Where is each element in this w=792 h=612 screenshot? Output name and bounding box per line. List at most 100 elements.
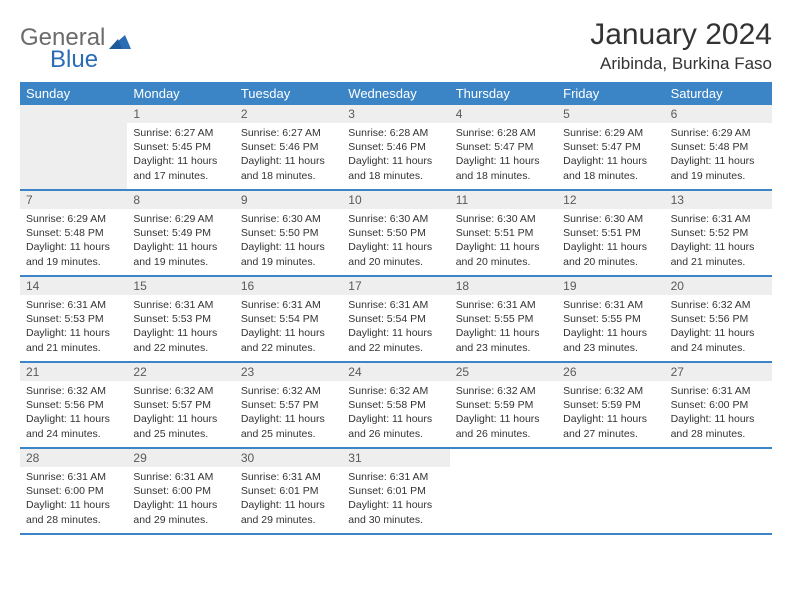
day-cell: 24Sunrise: 6:32 AMSunset: 5:58 PMDayligh…: [342, 363, 449, 447]
day-number: 18: [450, 277, 557, 295]
logo: GeneralBlue: [20, 24, 131, 74]
day-cell: 2Sunrise: 6:27 AMSunset: 5:46 PMDaylight…: [235, 105, 342, 189]
day-cell: 3Sunrise: 6:28 AMSunset: 5:46 PMDaylight…: [342, 105, 449, 189]
sunrise-line: Sunrise: 6:30 AM: [348, 212, 443, 226]
sunset-line: Sunset: 5:59 PM: [563, 398, 658, 412]
daylight-line: Daylight: 11 hours and 23 minutes.: [456, 326, 551, 354]
sunset-line: Sunset: 6:01 PM: [241, 484, 336, 498]
week-row: 14Sunrise: 6:31 AMSunset: 5:53 PMDayligh…: [20, 277, 772, 363]
day-number: 5: [557, 105, 664, 123]
daylight-line: Daylight: 11 hours and 29 minutes.: [241, 498, 336, 526]
day-details: Sunrise: 6:28 AMSunset: 5:46 PMDaylight:…: [342, 123, 449, 189]
sunrise-line: Sunrise: 6:32 AM: [241, 384, 336, 398]
daylight-line: Daylight: 11 hours and 22 minutes.: [241, 326, 336, 354]
daylight-line: Daylight: 11 hours and 18 minutes.: [563, 154, 658, 182]
day-number: 3: [342, 105, 449, 123]
sunrise-line: Sunrise: 6:31 AM: [348, 298, 443, 312]
day-number: 26: [557, 363, 664, 381]
day-cell: 15Sunrise: 6:31 AMSunset: 5:53 PMDayligh…: [127, 277, 234, 361]
day-details: Sunrise: 6:31 AMSunset: 6:01 PMDaylight:…: [342, 467, 449, 533]
day-number: 12: [557, 191, 664, 209]
day-number: 21: [20, 363, 127, 381]
daylight-line: Daylight: 11 hours and 24 minutes.: [26, 412, 121, 440]
daylight-line: Daylight: 11 hours and 30 minutes.: [348, 498, 443, 526]
sunrise-line: Sunrise: 6:32 AM: [563, 384, 658, 398]
sunset-line: Sunset: 5:56 PM: [671, 312, 766, 326]
day-number: 13: [665, 191, 772, 209]
daylight-line: Daylight: 11 hours and 19 minutes.: [671, 154, 766, 182]
sunset-line: Sunset: 5:51 PM: [456, 226, 551, 240]
weeks-container: 1Sunrise: 6:27 AMSunset: 5:45 PMDaylight…: [20, 105, 772, 535]
daylight-line: Daylight: 11 hours and 22 minutes.: [348, 326, 443, 354]
day-cell: 1Sunrise: 6:27 AMSunset: 5:45 PMDaylight…: [127, 105, 234, 189]
daylight-line: Daylight: 11 hours and 24 minutes.: [671, 326, 766, 354]
daylight-line: Daylight: 11 hours and 28 minutes.: [26, 498, 121, 526]
day-number: 29: [127, 449, 234, 467]
daylight-line: Daylight: 11 hours and 25 minutes.: [241, 412, 336, 440]
daylight-line: Daylight: 11 hours and 22 minutes.: [133, 326, 228, 354]
sunset-line: Sunset: 5:56 PM: [26, 398, 121, 412]
day-details: Sunrise: 6:31 AMSunset: 5:54 PMDaylight:…: [235, 295, 342, 361]
dayname-tue: Tuesday: [235, 82, 342, 105]
day-cell: 10Sunrise: 6:30 AMSunset: 5:50 PMDayligh…: [342, 191, 449, 275]
day-cell: 27Sunrise: 6:31 AMSunset: 6:00 PMDayligh…: [665, 363, 772, 447]
day-details: Sunrise: 6:32 AMSunset: 5:56 PMDaylight:…: [665, 295, 772, 361]
sunset-line: Sunset: 6:00 PM: [133, 484, 228, 498]
day-number: 9: [235, 191, 342, 209]
day-number: 15: [127, 277, 234, 295]
day-number: 7: [20, 191, 127, 209]
day-details: Sunrise: 6:31 AMSunset: 6:01 PMDaylight:…: [235, 467, 342, 533]
day-details: Sunrise: 6:31 AMSunset: 5:54 PMDaylight:…: [342, 295, 449, 361]
sunset-line: Sunset: 5:46 PM: [348, 140, 443, 154]
day-details: Sunrise: 6:28 AMSunset: 5:47 PMDaylight:…: [450, 123, 557, 189]
sunset-line: Sunset: 5:52 PM: [671, 226, 766, 240]
day-details: Sunrise: 6:32 AMSunset: 5:59 PMDaylight:…: [557, 381, 664, 447]
sunrise-line: Sunrise: 6:31 AM: [671, 212, 766, 226]
day-cell: 7Sunrise: 6:29 AMSunset: 5:48 PMDaylight…: [20, 191, 127, 275]
day-number: 24: [342, 363, 449, 381]
daylight-line: Daylight: 11 hours and 25 minutes.: [133, 412, 228, 440]
week-row: 1Sunrise: 6:27 AMSunset: 5:45 PMDaylight…: [20, 105, 772, 191]
sunrise-line: Sunrise: 6:31 AM: [133, 298, 228, 312]
day-cell: 18Sunrise: 6:31 AMSunset: 5:55 PMDayligh…: [450, 277, 557, 361]
sunrise-line: Sunrise: 6:28 AM: [348, 126, 443, 140]
day-number: 2: [235, 105, 342, 123]
daylight-line: Daylight: 11 hours and 29 minutes.: [133, 498, 228, 526]
day-cell: 5Sunrise: 6:29 AMSunset: 5:47 PMDaylight…: [557, 105, 664, 189]
day-cell: [557, 449, 664, 533]
day-details: Sunrise: 6:31 AMSunset: 5:55 PMDaylight:…: [450, 295, 557, 361]
logo-triangle-icon: [109, 33, 131, 54]
day-details: Sunrise: 6:31 AMSunset: 6:00 PMDaylight:…: [20, 467, 127, 533]
sunrise-line: Sunrise: 6:31 AM: [133, 470, 228, 484]
day-details: Sunrise: 6:31 AMSunset: 5:53 PMDaylight:…: [127, 295, 234, 361]
day-number: 8: [127, 191, 234, 209]
day-cell: 26Sunrise: 6:32 AMSunset: 5:59 PMDayligh…: [557, 363, 664, 447]
day-cell: 9Sunrise: 6:30 AMSunset: 5:50 PMDaylight…: [235, 191, 342, 275]
day-number: 19: [557, 277, 664, 295]
sunrise-line: Sunrise: 6:31 AM: [26, 298, 121, 312]
day-cell: 6Sunrise: 6:29 AMSunset: 5:48 PMDaylight…: [665, 105, 772, 189]
day-number: 25: [450, 363, 557, 381]
month-title: January 2024: [590, 18, 772, 52]
sunrise-line: Sunrise: 6:31 AM: [26, 470, 121, 484]
sunrise-line: Sunrise: 6:27 AM: [241, 126, 336, 140]
day-details: Sunrise: 6:31 AMSunset: 5:53 PMDaylight:…: [20, 295, 127, 361]
day-number: 17: [342, 277, 449, 295]
day-cell: 11Sunrise: 6:30 AMSunset: 5:51 PMDayligh…: [450, 191, 557, 275]
day-cell: 4Sunrise: 6:28 AMSunset: 5:47 PMDaylight…: [450, 105, 557, 189]
day-details: Sunrise: 6:27 AMSunset: 5:46 PMDaylight:…: [235, 123, 342, 189]
sunset-line: Sunset: 5:48 PM: [26, 226, 121, 240]
day-number: 28: [20, 449, 127, 467]
daylight-line: Daylight: 11 hours and 21 minutes.: [26, 326, 121, 354]
sunrise-line: Sunrise: 6:31 AM: [241, 470, 336, 484]
sunrise-line: Sunrise: 6:31 AM: [241, 298, 336, 312]
sunset-line: Sunset: 5:53 PM: [26, 312, 121, 326]
week-row: 21Sunrise: 6:32 AMSunset: 5:56 PMDayligh…: [20, 363, 772, 449]
day-details: Sunrise: 6:29 AMSunset: 5:48 PMDaylight:…: [20, 209, 127, 275]
sunrise-line: Sunrise: 6:32 AM: [671, 298, 766, 312]
sunset-line: Sunset: 5:57 PM: [241, 398, 336, 412]
sunrise-line: Sunrise: 6:27 AM: [133, 126, 228, 140]
sunset-line: Sunset: 5:53 PM: [133, 312, 228, 326]
day-cell: [450, 449, 557, 533]
day-details: Sunrise: 6:32 AMSunset: 5:58 PMDaylight:…: [342, 381, 449, 447]
